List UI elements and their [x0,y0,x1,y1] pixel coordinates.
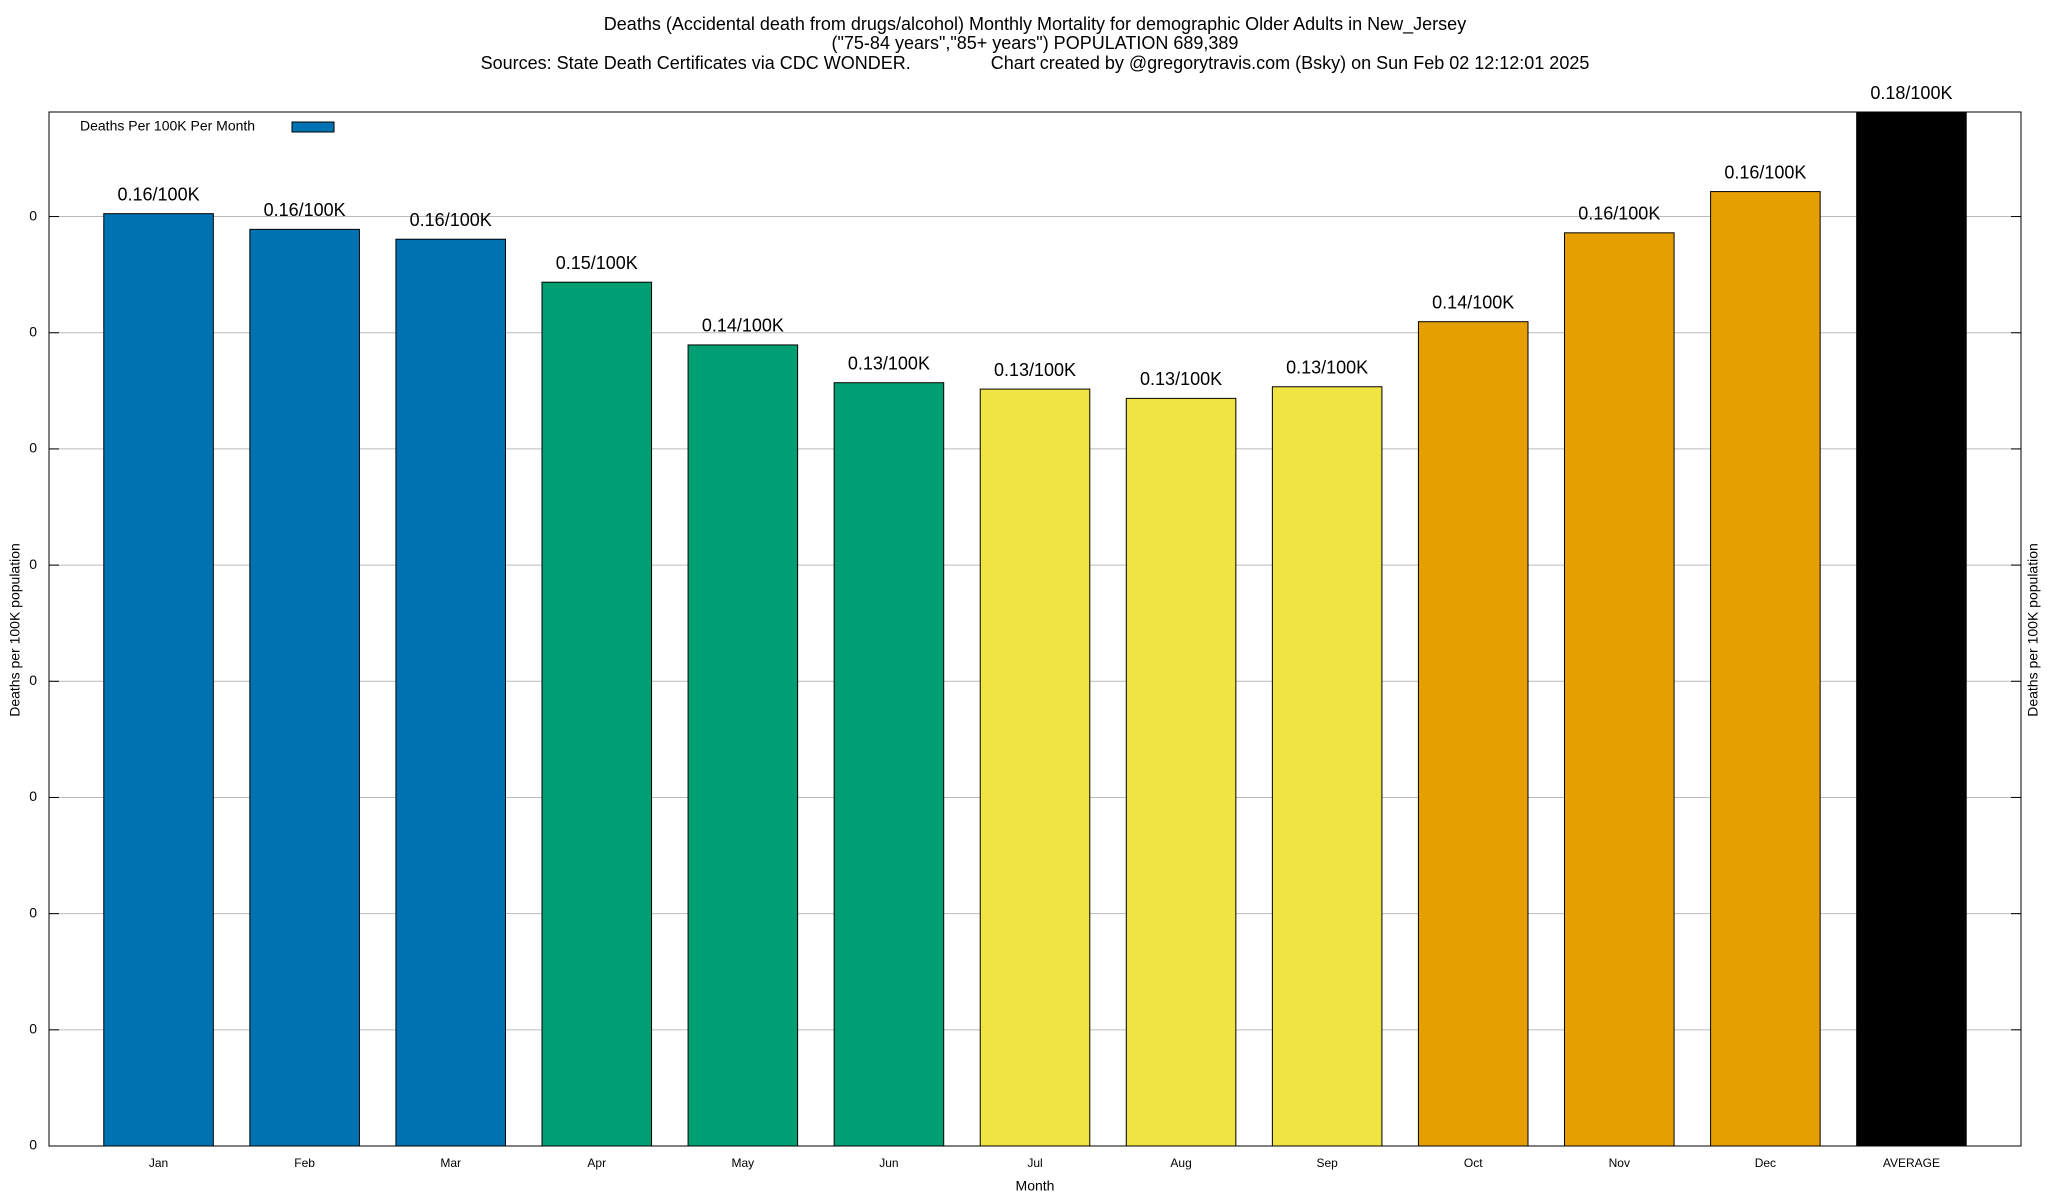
x-axis-label: Month [1016,1178,1055,1194]
x-tick-label: Jan [149,1156,168,1170]
value-label: 0.14/100K [1432,292,1514,312]
value-label: 0.13/100K [994,360,1076,380]
chart-title: Deaths (Accidental death from drugs/alco… [604,14,1466,35]
bar [395,238,506,1147]
x-tick-label: Mar [440,1156,461,1170]
x-tick-label: Aug [1170,1156,1191,1170]
x-tick-label: Jul [1027,1156,1042,1170]
y-tick-label: 0 [29,672,37,688]
y-tick-label: 0 [29,788,37,804]
value-label: 0.13/100K [1140,369,1222,389]
y-tick-label: 0 [29,556,37,572]
x-tick-label: Jun [879,1156,898,1170]
x-tick-label: Feb [294,1156,315,1170]
bar [103,213,214,1147]
legend-swatch [291,121,335,133]
value-label: 0.16/100K [1724,162,1806,182]
y-tick-label: 0 [29,904,37,920]
y-tick-label: 0 [29,1137,37,1153]
value-label: 0.16/100K [118,184,200,204]
x-tick-label: May [732,1156,755,1170]
bar [541,281,653,1147]
x-tick-label: Nov [1609,1156,1630,1170]
bar [833,382,945,1147]
y-tick-label: 0 [29,1021,37,1037]
x-tick-label: Dec [1755,1156,1776,1170]
legend-label: Deaths Per 100K Per Month [80,118,255,134]
value-label: 0.15/100K [556,253,638,273]
value-label: 0.16/100K [1578,204,1660,224]
bar [1271,386,1383,1147]
value-label: 0.13/100K [1286,358,1368,378]
chart-source: Sources: State Death Certificates via CD… [481,53,1590,73]
x-tick-label: Sep [1316,1156,1338,1170]
x-tick-label: Apr [587,1156,606,1170]
value-label: 0.16/100K [264,200,346,220]
y-tick-label: 0 [29,440,37,456]
bar [979,388,1091,1147]
bar [1856,111,1967,1147]
x-tick-label: Oct [1464,1156,1483,1170]
chart-subtitle: ("75-84 years","85+ years") POPULATION 6… [832,33,1239,53]
y-axis-label: Deaths per 100K population [7,543,23,717]
y-tick-label: 0 [29,323,37,339]
value-label: 0.13/100K [848,353,930,373]
bar [1564,232,1675,1147]
bar [1710,191,1821,1147]
bar [687,344,799,1147]
x-tick-label: AVERAGE [1883,1156,1940,1170]
bar [1125,397,1237,1147]
value-label: 0.18/100K [1870,83,1952,103]
bar [1417,321,1529,1147]
y-tick-label: 0 [29,207,37,223]
y2-axis-label: Deaths per 100K population [2025,543,2041,717]
bar [249,228,360,1147]
value-label: 0.14/100K [702,316,784,336]
value-label: 0.16/100K [410,210,492,230]
